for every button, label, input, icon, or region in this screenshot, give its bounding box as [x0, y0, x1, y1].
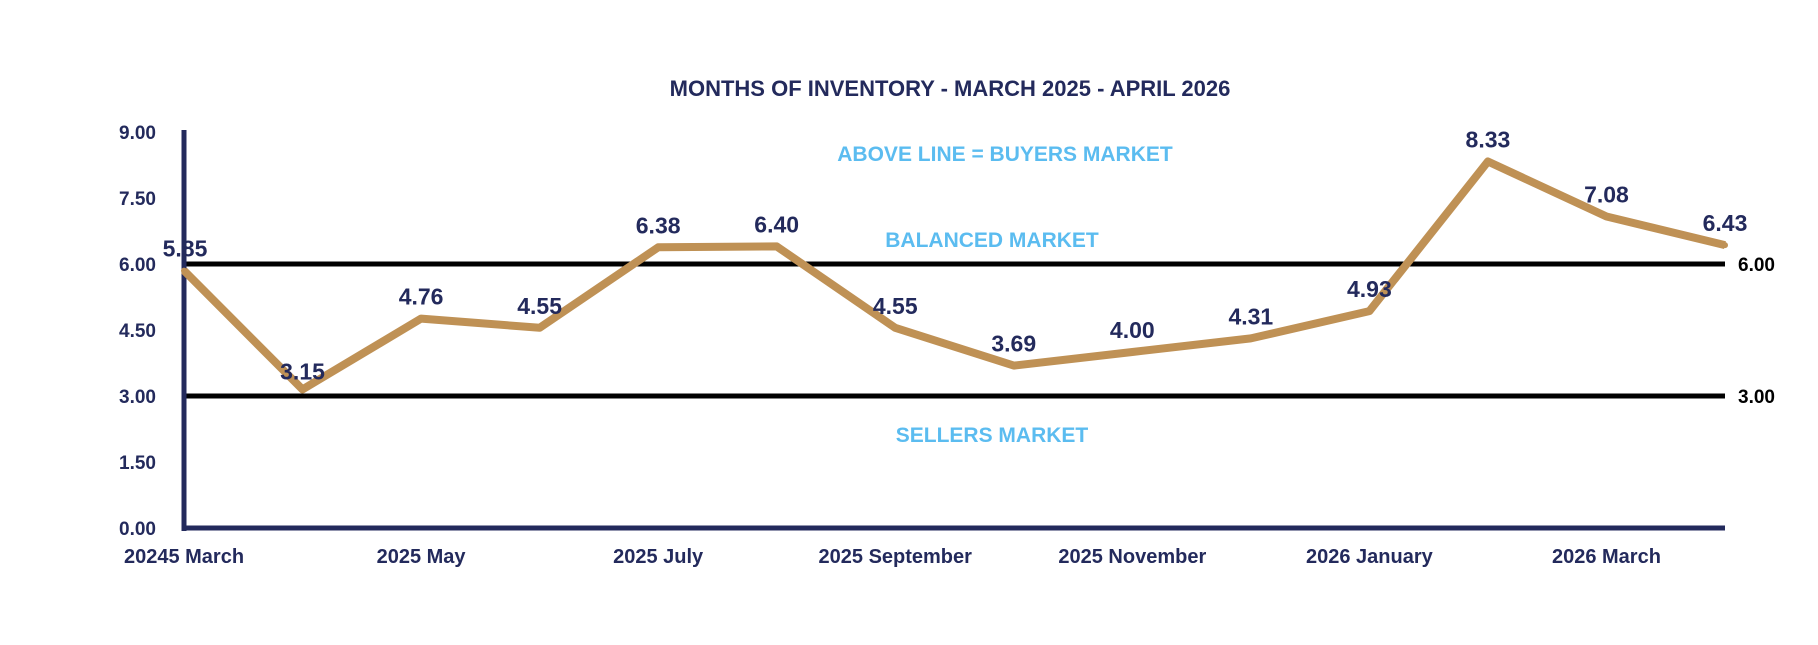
data-label: 6.40 [754, 211, 799, 237]
data-label: 4.55 [517, 293, 562, 319]
data-label: 4.31 [1228, 303, 1273, 329]
data-label: 5.85 [163, 236, 208, 262]
y-tick-label: 0.00 [119, 519, 156, 540]
data-label: 4.55 [873, 293, 918, 319]
x-tick-label: 2025 May [377, 546, 467, 568]
data-point [892, 324, 899, 331]
data-label: 4.00 [1110, 317, 1155, 343]
reference-line-label: 6.00 [1738, 255, 1775, 276]
data-point [1722, 242, 1728, 249]
data-point [418, 315, 425, 322]
chart-title: MONTHS OF INVENTORY - MARCH 2025 - APRIL… [670, 76, 1231, 101]
y-tick-label: 4.50 [119, 321, 156, 342]
x-tick-label: 2026 January [1306, 546, 1434, 568]
data-point [181, 267, 187, 274]
data-point [1129, 349, 1136, 355]
zone-label-balanced: BALANCED MARKET [885, 229, 1099, 252]
data-point [536, 324, 543, 331]
y-tick-label: 9.00 [119, 123, 156, 144]
x-tick-label: 2026 March [1552, 546, 1661, 568]
data-label: 3.15 [280, 358, 325, 384]
reference-line-label: 3.00 [1738, 387, 1775, 408]
zone-label-sellers: SELLERS MARKET [896, 424, 1089, 447]
x-tick-label: 20245 March [124, 546, 244, 568]
data-point [299, 386, 306, 393]
data-point [1603, 213, 1610, 220]
data-label: 3.69 [991, 331, 1036, 357]
y-tick-label: 6.00 [119, 255, 156, 276]
data-label: 6.38 [636, 212, 681, 238]
data-point [1010, 362, 1017, 369]
series-line [181, 157, 1726, 394]
data-point [655, 244, 662, 251]
x-tick-label: 2025 September [819, 546, 973, 568]
data-point [1247, 335, 1254, 342]
x-tick-label: 2025 July [613, 546, 704, 568]
y-tick-label: 3.00 [119, 387, 156, 408]
data-label: 7.08 [1584, 181, 1629, 207]
y-tick-label: 7.50 [119, 189, 156, 210]
data-point [773, 243, 780, 250]
data-point [1484, 158, 1491, 165]
data-label: 8.33 [1466, 126, 1511, 152]
data-label: 4.93 [1347, 276, 1392, 302]
y-tick-label: 1.50 [119, 453, 156, 474]
data-label: 4.76 [399, 284, 444, 310]
data-point [1366, 308, 1373, 315]
x-tick-label: 2025 November [1058, 546, 1206, 568]
zone-label-buyers: ABOVE LINE = BUYERS MARKET [837, 143, 1173, 166]
data-label: 6.43 [1703, 210, 1748, 236]
